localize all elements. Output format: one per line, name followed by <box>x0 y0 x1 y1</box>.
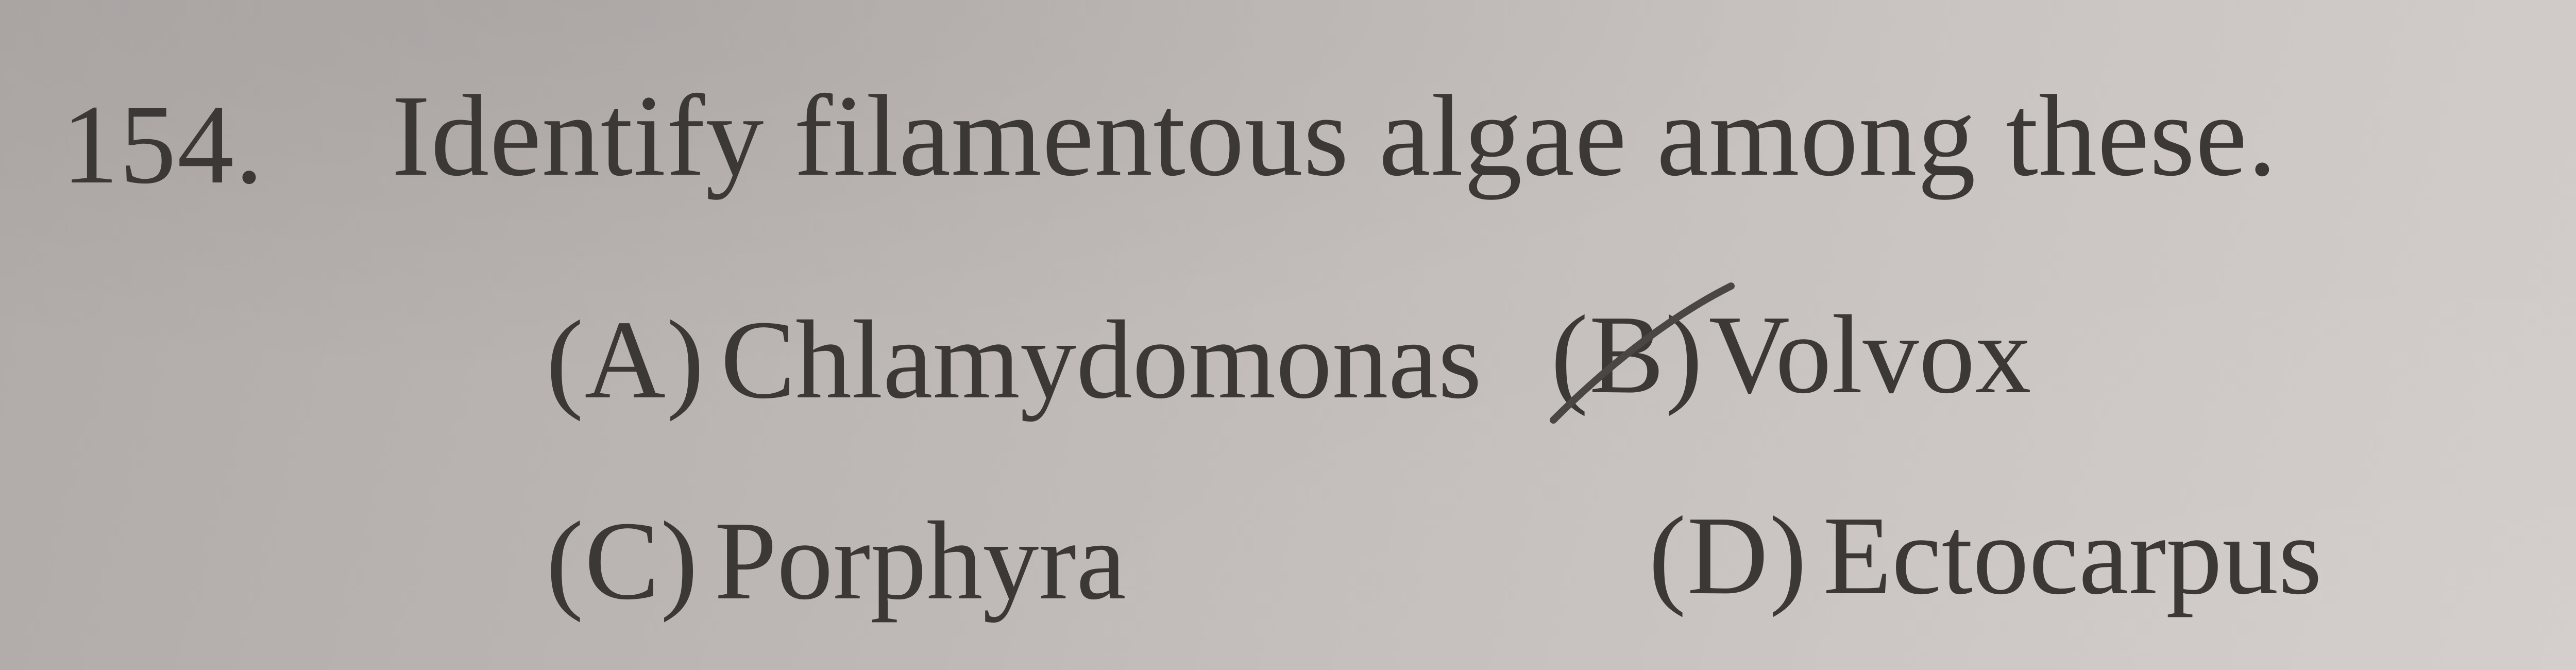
option-c-label: (C) <box>546 499 699 623</box>
option-a: (A)Chlamydomonas <box>546 304 1482 416</box>
question-stem: Identify filamentous algae among these. <box>392 77 2277 194</box>
option-b-label: (B) <box>1551 293 1704 417</box>
question-block: 154. Identify filamentous algae among th… <box>0 0 2576 670</box>
option-d-label: (D) <box>1649 494 1808 618</box>
option-c-text: Porphyra <box>715 499 1126 623</box>
option-c: (C)Porphyra <box>546 505 1126 617</box>
option-d: (D)Ectocarpus <box>1649 500 2322 612</box>
option-a-text: Chlamydomonas <box>721 298 1482 422</box>
question-number: 154. <box>62 88 264 201</box>
option-b: (B)Volvox <box>1551 299 2031 411</box>
option-a-label: (A) <box>546 298 705 422</box>
option-d-text: Ectocarpus <box>1823 494 2322 618</box>
option-b-text: Volvox <box>1709 293 2031 417</box>
